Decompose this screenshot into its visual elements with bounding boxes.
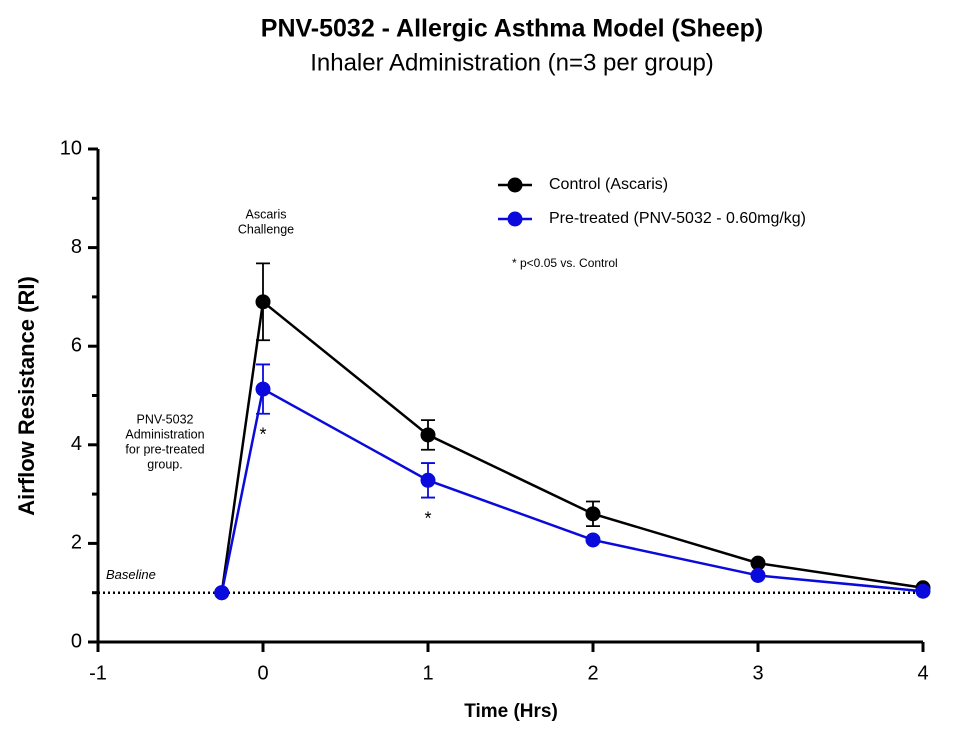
annotation: Administration xyxy=(125,427,204,441)
y-tick-label: 2 xyxy=(71,532,82,554)
x-tick-label: 4 xyxy=(917,662,928,684)
data-point xyxy=(750,555,766,571)
annotation: PNV-5032 xyxy=(137,412,194,426)
data-point xyxy=(255,294,271,310)
significance-marker: * xyxy=(424,508,431,528)
legend-label: Control (Ascaris) xyxy=(549,176,668,193)
legend-label: Pre-treated (PNV-5032 - 0.60mg/kg) xyxy=(549,210,806,227)
chart-title: PNV-5032 - Allergic Asthma Model (Sheep) xyxy=(261,15,763,43)
x-tick-label: -1 xyxy=(89,662,107,684)
data-point xyxy=(585,506,601,522)
y-tick-label: 8 xyxy=(71,236,82,258)
y-tick-label: 0 xyxy=(71,630,82,652)
y-axis-label: Airflow Resistance (RI) xyxy=(14,276,39,516)
y-tick-label: 4 xyxy=(71,433,82,455)
annotation: * p<0.05 vs. Control xyxy=(512,256,618,270)
series-line xyxy=(220,299,924,593)
series-line xyxy=(220,387,924,593)
x-tick-label: 3 xyxy=(752,662,763,684)
legend-marker xyxy=(507,211,523,227)
x-tick-label: 0 xyxy=(257,662,268,684)
legend-marker xyxy=(507,177,523,193)
baseline-label: Baseline xyxy=(106,567,156,582)
x-tick-label: 2 xyxy=(587,662,598,684)
data-point xyxy=(585,532,601,548)
data-point xyxy=(420,427,436,443)
significance-marker: * xyxy=(259,424,266,444)
x-axis-label: Time (Hrs) xyxy=(464,701,558,722)
chart-subtitle: Inhaler Administration (n=3 per group) xyxy=(310,49,714,76)
y-tick-label: 6 xyxy=(71,334,82,356)
data-point xyxy=(750,567,766,583)
data-point xyxy=(255,381,271,397)
annotation: for pre-treated xyxy=(125,442,204,456)
annotation: Ascaris xyxy=(246,207,287,221)
data-point xyxy=(214,585,230,601)
x-tick-label: 1 xyxy=(422,662,433,684)
y-tick-label: 10 xyxy=(60,137,82,159)
annotation: Challenge xyxy=(238,222,294,236)
data-point xyxy=(915,583,931,599)
data-point xyxy=(420,472,436,488)
annotation: group. xyxy=(147,457,182,471)
